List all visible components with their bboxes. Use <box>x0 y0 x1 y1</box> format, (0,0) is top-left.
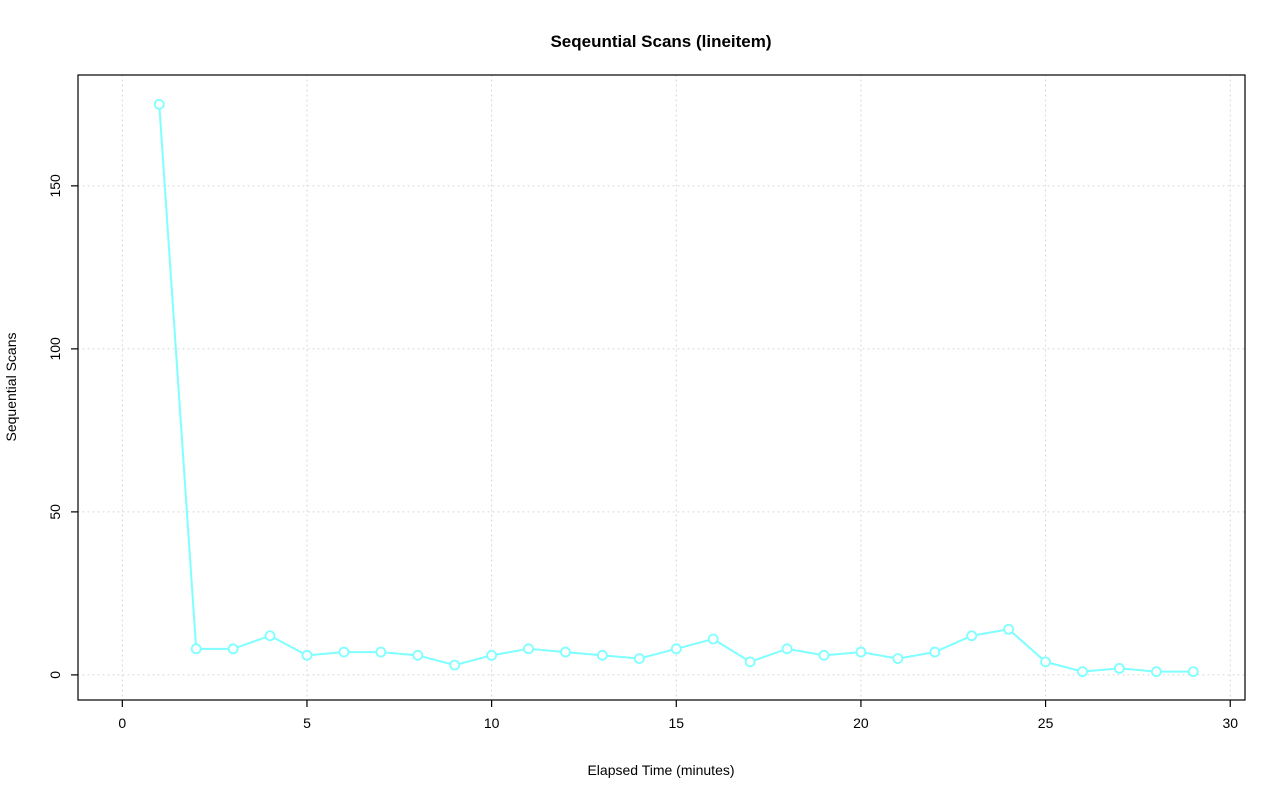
data-point <box>412 649 424 661</box>
data-point <box>153 98 165 110</box>
data-point <box>1187 666 1199 678</box>
x-tick-label: 20 <box>853 715 869 731</box>
data-point <box>301 649 313 661</box>
x-tick-label: 0 <box>118 715 126 731</box>
x-tick-label: 10 <box>484 715 500 731</box>
data-point <box>338 646 350 658</box>
data-point <box>818 649 830 661</box>
data-point <box>597 649 608 661</box>
grid-lines <box>77 74 1246 701</box>
data-point <box>560 646 571 658</box>
data-point <box>264 630 276 642</box>
data-point <box>744 656 756 668</box>
y-tick-label: 100 <box>47 337 63 361</box>
x-tick-label: 15 <box>668 715 684 731</box>
data-point <box>892 653 904 664</box>
y-tick-label: 150 <box>47 174 63 198</box>
series-lineitem <box>153 98 1199 678</box>
data-point <box>1040 656 1051 668</box>
data-point <box>1114 662 1125 674</box>
data-point <box>707 633 719 645</box>
data-point <box>523 643 534 655</box>
y-tick-label: 0 <box>47 671 63 679</box>
data-point <box>190 643 202 655</box>
chart-title: Seqeuntial Scans (lineitem) <box>550 32 771 51</box>
data-point <box>375 646 387 658</box>
data-point <box>855 646 867 658</box>
data-point <box>929 646 941 658</box>
data-point <box>449 659 461 671</box>
axes: 0 5 10 15 20 25 30 0 50 100 150 <box>47 74 1246 731</box>
data-point <box>1077 666 1088 678</box>
data-point <box>1003 623 1015 635</box>
data-point <box>781 643 793 655</box>
x-tick-label: 25 <box>1038 715 1054 731</box>
data-point <box>633 653 645 664</box>
x-axis-label: Elapsed Time (minutes) <box>587 762 734 778</box>
plot-border <box>77 74 1246 701</box>
y-axis-label: Sequential Scans <box>3 333 19 442</box>
data-point <box>1150 666 1162 678</box>
data-point <box>227 643 239 655</box>
series-line <box>158 103 1195 673</box>
y-tick-label: 50 <box>47 504 63 520</box>
data-point <box>670 643 682 655</box>
data-point <box>966 630 978 642</box>
x-tick-label: 30 <box>1222 715 1238 731</box>
data-point <box>486 649 498 661</box>
x-tick-label: 5 <box>303 715 311 731</box>
